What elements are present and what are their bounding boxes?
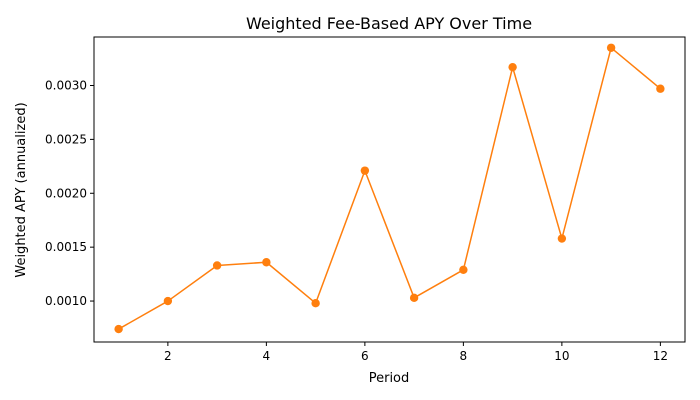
- data-point: [459, 265, 468, 274]
- x-tick-label: 8: [460, 349, 468, 363]
- data-point: [311, 299, 320, 308]
- data-point: [212, 261, 222, 270]
- data-point: [114, 324, 123, 334]
- plot-area-frame: [93, 36, 686, 343]
- data-point: [409, 293, 419, 303]
- y-axis-ticks: 0.0010 0.0015 0.0020 0.0025 0.0030: [45, 78, 94, 308]
- data-point: [656, 84, 665, 93]
- y-axis-label: Weighted APY (annualized): [14, 102, 29, 277]
- y-tick-label: 0.0030: [45, 78, 87, 92]
- data-point: [163, 296, 173, 306]
- data-point: [508, 62, 517, 72]
- x-tick-label: 2: [164, 349, 172, 363]
- x-axis-label: Period: [369, 371, 410, 386]
- y-tick-label: 0.0020: [45, 186, 87, 200]
- series-line: [118, 47, 661, 330]
- y-tick-label: 0.0010: [45, 294, 87, 308]
- series-layer: [114, 43, 665, 334]
- data-point: [262, 258, 271, 267]
- y-tick-label: 0.0025: [45, 132, 87, 146]
- x-tick-label: 12: [653, 349, 668, 363]
- x-tick-label: 4: [263, 349, 271, 363]
- x-tick-label: 10: [554, 349, 569, 363]
- x-tick-label: 6: [361, 349, 369, 363]
- chart-title: Weighted Fee-Based APY Over Time: [246, 14, 532, 33]
- y-tick-label: 0.0015: [45, 240, 87, 254]
- x-axis-ticks: 2 4 6 8 10 12: [164, 342, 668, 363]
- data-point: [557, 234, 567, 243]
- data-point: [360, 166, 370, 175]
- data-point: [606, 43, 616, 52]
